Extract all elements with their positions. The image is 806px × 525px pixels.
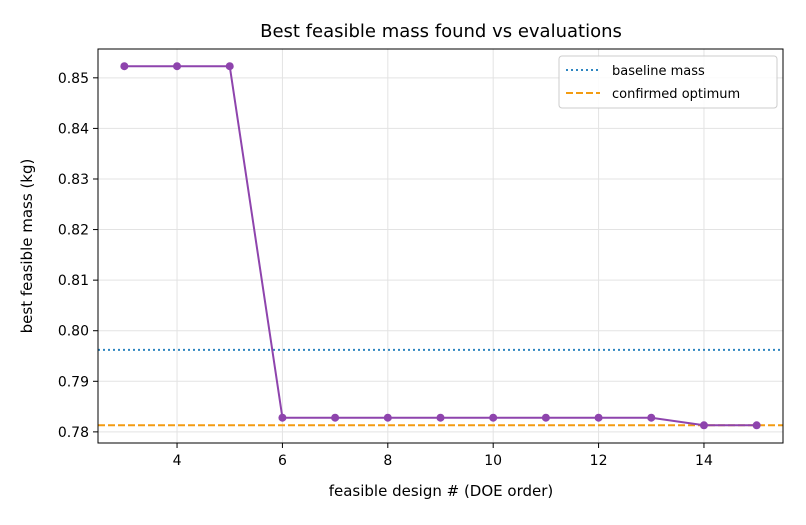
x-axis-label: feasible design # (DOE order) bbox=[329, 482, 554, 500]
legend-label-optimum: confirmed optimum bbox=[612, 87, 740, 102]
y-tick-label: 0.80 bbox=[58, 324, 89, 340]
data-point bbox=[752, 421, 761, 430]
legend-box bbox=[558, 55, 778, 109]
series-line bbox=[124, 65, 757, 427]
y-tick-label: 0.79 bbox=[58, 374, 89, 390]
data-point bbox=[647, 413, 656, 422]
data-point bbox=[436, 413, 445, 422]
y-tick-label: 0.83 bbox=[58, 172, 89, 188]
data-point bbox=[173, 62, 182, 71]
x-tick-label: 14 bbox=[695, 453, 713, 469]
x-tick-label: 4 bbox=[173, 453, 182, 469]
data-point bbox=[594, 413, 603, 422]
y-tick-label: 0.81 bbox=[58, 273, 89, 289]
y-axis-label: best feasible mass (kg) bbox=[18, 159, 36, 334]
reference-lines bbox=[98, 348, 783, 427]
chart-title: Best feasible mass found vs evaluations bbox=[260, 21, 622, 42]
y-axis-ticks: 0.78 0.79 0.80 0.81 0.82 0.83 0.84 0.85 bbox=[58, 71, 98, 441]
data-point bbox=[383, 413, 392, 422]
data-point bbox=[699, 421, 708, 430]
x-tick-label: 8 bbox=[383, 453, 392, 469]
x-tick-label: 10 bbox=[484, 453, 502, 469]
data-point bbox=[331, 413, 340, 422]
y-tick-label: 0.85 bbox=[58, 71, 89, 87]
y-tick-label: 0.82 bbox=[58, 223, 89, 239]
data-point bbox=[489, 413, 498, 422]
plot-frame bbox=[97, 48, 784, 444]
data-series bbox=[120, 62, 761, 430]
legend-label-baseline: baseline mass bbox=[612, 64, 705, 79]
y-tick-label: 0.78 bbox=[58, 425, 89, 441]
legend: baseline mass confirmed optimum bbox=[558, 55, 778, 109]
data-point bbox=[225, 62, 234, 71]
data-point bbox=[120, 62, 129, 71]
y-tick-label: 0.84 bbox=[58, 121, 89, 137]
x-tick-label: 6 bbox=[278, 453, 287, 469]
x-tick-label: 12 bbox=[590, 453, 608, 469]
x-axis-ticks: 4 6 8 10 12 14 bbox=[173, 443, 713, 469]
data-point bbox=[278, 413, 287, 422]
data-point bbox=[541, 413, 550, 422]
